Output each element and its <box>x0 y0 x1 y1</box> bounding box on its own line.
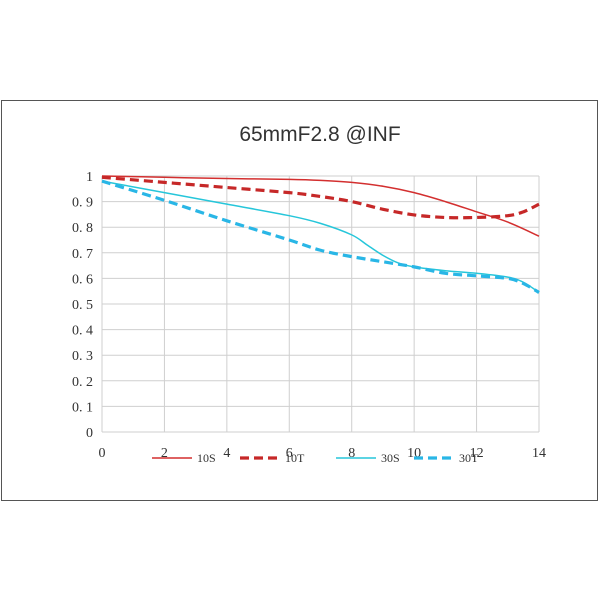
y-tick-label: 0. 8 <box>72 221 93 236</box>
series-line-10S <box>101 175 540 237</box>
y-tick-label: 0. 1 <box>72 400 93 415</box>
grid <box>101 175 540 433</box>
x-tick-label: 2 <box>161 446 168 461</box>
x-axis-ticks: 0 2 4 6 8 10 12 14 <box>99 446 547 461</box>
x-tick-label: 8 <box>348 446 355 461</box>
y-tick-label: 0. 4 <box>72 324 93 339</box>
y-tick-label: 0. 7 <box>72 247 93 262</box>
legend-label-30T: 30T <box>459 451 479 465</box>
y-axis-ticks: 0 0. 1 0. 2 0. 3 0. 4 0. 5 0. 6 0. 7 0. 8 0. 9 1 <box>72 170 93 441</box>
y-tick-label: 0. 9 <box>72 196 93 211</box>
y-tick-label: 0. 5 <box>72 298 93 313</box>
x-tick-label: 12 <box>470 446 484 461</box>
legend-label-10S: 10S <box>197 451 216 465</box>
series-line-30T <box>101 179 540 294</box>
series-lines <box>101 175 540 294</box>
mtf-chart: 65mmF2.8 @INF 00. 10. 20. 30. 40. 50. 60… <box>72 123 547 465</box>
legend-label-30S: 30S <box>381 451 400 465</box>
y-tick-label: 0 <box>86 426 93 441</box>
y-tick-label: 0. 2 <box>72 375 93 390</box>
x-tick-label: 6 <box>286 446 293 461</box>
y-tick-label: 1 <box>86 170 93 185</box>
series-line-10T <box>101 175 540 220</box>
legend: 10S 10T 30S 30T <box>152 451 479 465</box>
chart-title: 65mmF2.8 @INF <box>239 123 400 146</box>
x-tick-label: 14 <box>532 446 546 461</box>
y-tick-label: 0. 6 <box>72 272 93 287</box>
y-tick-label: 0. 3 <box>72 349 93 364</box>
x-tick-label: 4 <box>223 446 230 461</box>
x-tick-label: 0 <box>99 446 106 461</box>
legend-label-10T: 10T <box>285 451 305 465</box>
